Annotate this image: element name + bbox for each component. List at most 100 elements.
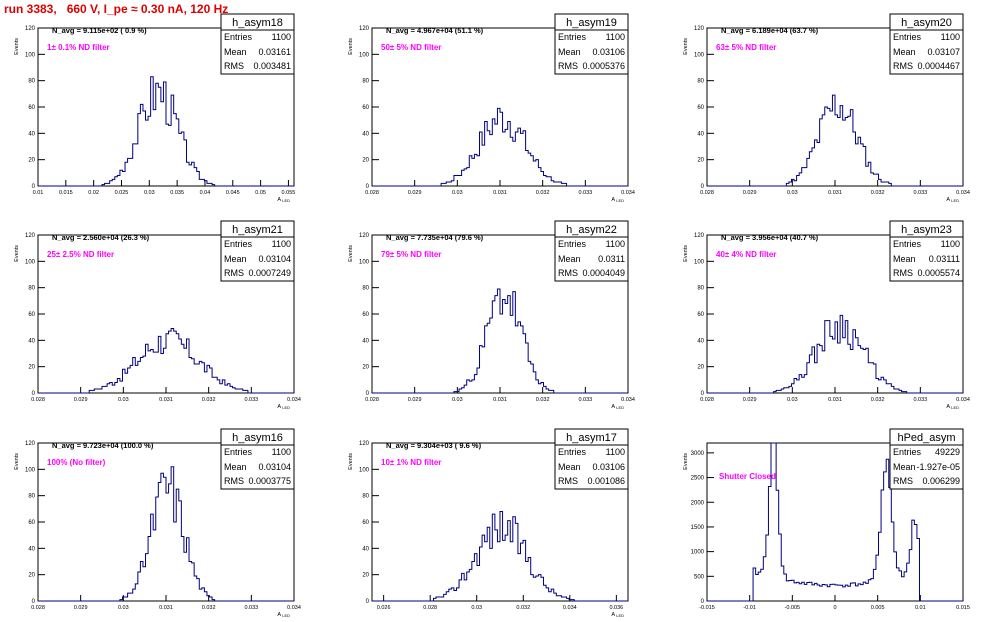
y-axis-label: Events bbox=[683, 453, 689, 470]
y-tick-label: 20 bbox=[28, 158, 35, 164]
y-tick-label: 100 bbox=[25, 467, 36, 473]
y-axis-label: Events bbox=[348, 245, 354, 262]
x-tick-label: -0.01 bbox=[743, 605, 756, 611]
stats-value-rms: 0.006299 bbox=[922, 476, 960, 486]
y-tick-label: 1000 bbox=[691, 550, 705, 556]
x-tick-label: 0.015 bbox=[956, 605, 970, 611]
stats-label-mean: Mean bbox=[224, 254, 247, 264]
x-tick-label: 0.031 bbox=[493, 190, 507, 196]
y-tick-label: 80 bbox=[28, 286, 35, 292]
y-tick-label: 2000 bbox=[691, 500, 705, 506]
histogram-line bbox=[372, 107, 628, 187]
stats-title: h_asym16 bbox=[232, 432, 283, 444]
x-tick-label: 0.032 bbox=[871, 190, 885, 196]
x-tick-label: 0.01 bbox=[915, 605, 926, 611]
stats-value-entries: 49229 bbox=[935, 447, 960, 457]
y-tick-label: 100 bbox=[694, 259, 705, 265]
x-tick-label: 0.028 bbox=[31, 397, 45, 403]
y-tick-label: 0 bbox=[701, 184, 705, 190]
filter-annotation: 100% (No filter) bbox=[47, 458, 106, 467]
stats-value-mean: 0.03107 bbox=[927, 47, 960, 57]
stats-label-rms: RMS bbox=[558, 61, 578, 71]
stats-title: h_asym21 bbox=[232, 224, 283, 236]
x-tick-label: 0.025 bbox=[115, 190, 129, 196]
navg-label: N_avg = 6.189e+04 (63.7 %) bbox=[721, 26, 819, 35]
filter-annotation: 1± 0.1% ND filter bbox=[47, 43, 110, 52]
x-tick-label: 0.03 bbox=[452, 397, 463, 403]
stats-value-mean: -1.927e-05 bbox=[916, 462, 960, 472]
filter-annotation: 79± 5% ND filter bbox=[381, 250, 441, 259]
stats-value-rms: 0.003481 bbox=[253, 61, 291, 71]
x-axis-label-subscript: LED bbox=[282, 613, 290, 618]
stats-value-mean: 0.03106 bbox=[592, 462, 625, 472]
y-tick-label: 60 bbox=[362, 105, 369, 111]
y-tick-label: 120 bbox=[694, 26, 705, 32]
histogram-line bbox=[707, 94, 963, 187]
x-tick-label: 0.031 bbox=[493, 397, 507, 403]
stats-label-entries: Entries bbox=[558, 239, 587, 249]
x-tick-label: 0.028 bbox=[700, 397, 714, 403]
x-tick-label: 0.032 bbox=[536, 397, 550, 403]
y-tick-label: 80 bbox=[28, 494, 35, 500]
y-tick-label: 40 bbox=[362, 338, 369, 344]
x-tick-label: 0.033 bbox=[578, 190, 592, 196]
y-tick-label: 40 bbox=[28, 131, 35, 137]
stats-label-mean: Mean bbox=[893, 254, 916, 264]
x-tick-label: 0.026 bbox=[377, 605, 391, 611]
y-tick-label: 60 bbox=[28, 520, 35, 526]
stats-label-entries: Entries bbox=[558, 32, 587, 42]
stats-value-entries: 1100 bbox=[606, 447, 625, 457]
stats-label-entries: Entries bbox=[224, 32, 253, 42]
stats-label-mean: Mean bbox=[558, 462, 581, 472]
x-tick-label: 0.034 bbox=[563, 605, 577, 611]
x-tick-label: 0.031 bbox=[828, 190, 842, 196]
x-tick-label: 0.029 bbox=[743, 190, 757, 196]
stats-box bbox=[220, 220, 295, 282]
x-tick-label: 0.033 bbox=[913, 397, 927, 403]
stats-value-entries: 1100 bbox=[272, 32, 291, 42]
x-tick-label: 0.03 bbox=[787, 190, 798, 196]
x-tick-label: 0.035 bbox=[170, 190, 184, 196]
filter-annotation: 63± 5% ND filter bbox=[716, 43, 776, 52]
x-tick-label: 0.045 bbox=[226, 190, 240, 196]
stats-label-mean: Mean bbox=[893, 462, 916, 472]
histogram-panel-h_asym17: 0 20 40 60 80 100 120 0.026 0.028 0.03 0.032 0.034 0… bbox=[348, 428, 629, 618]
y-tick-label: 20 bbox=[28, 573, 35, 579]
y-tick-label: 120 bbox=[25, 26, 36, 32]
stats-title: h_asym22 bbox=[566, 224, 617, 236]
x-axis-label: A LED bbox=[277, 197, 290, 203]
x-axis-label-subscript: LED bbox=[616, 405, 624, 410]
x-tick-label: 0.029 bbox=[408, 397, 422, 403]
navg-label: N_avg = 3.956e+04 (40.7 %) bbox=[721, 233, 819, 242]
y-tick-label: 40 bbox=[28, 546, 35, 552]
stats-box bbox=[889, 13, 964, 75]
x-tick-label: 0.031 bbox=[159, 605, 173, 611]
stats-label-mean: Mean bbox=[558, 254, 581, 264]
y-tick-label: 1500 bbox=[691, 525, 705, 531]
stats-value-rms: 0.0004049 bbox=[582, 268, 625, 278]
y-tick-label: 80 bbox=[28, 79, 35, 85]
stats-label-entries: Entries bbox=[893, 32, 922, 42]
x-tick-label: 0.034 bbox=[956, 190, 970, 196]
x-tick-label: 0.034 bbox=[956, 397, 970, 403]
y-tick-label: 100 bbox=[359, 259, 370, 265]
x-tick-label: 0.032 bbox=[202, 397, 216, 403]
stats-value-mean: 0.0311 bbox=[598, 254, 625, 264]
stats-value-rms: 0.0005574 bbox=[917, 268, 960, 278]
x-axis-label-subscript: LED bbox=[282, 405, 290, 410]
y-tick-label: 20 bbox=[28, 365, 35, 371]
x-tick-label: 0.029 bbox=[408, 190, 422, 196]
stats-label-rms: RMS bbox=[224, 476, 244, 486]
y-tick-label: 80 bbox=[362, 79, 369, 85]
x-tick-label: 0.031 bbox=[828, 397, 842, 403]
y-axis-label: Events bbox=[348, 453, 354, 470]
stats-value-rms: 0.0003775 bbox=[248, 476, 291, 486]
x-axis-label: A LED bbox=[611, 197, 624, 203]
x-tick-label: 0.032 bbox=[202, 605, 216, 611]
histogram-panel-h_asym20: 0 20 40 60 80 100 120 0.028 0.029 0.03 0.031 0.032 0… bbox=[683, 13, 970, 203]
y-tick-label: 40 bbox=[697, 338, 704, 344]
y-tick-label: 60 bbox=[362, 520, 369, 526]
stats-title: h_asym19 bbox=[566, 17, 617, 29]
filter-annotation: 50± 5% ND filter bbox=[381, 43, 441, 52]
histogram-line bbox=[372, 288, 628, 394]
